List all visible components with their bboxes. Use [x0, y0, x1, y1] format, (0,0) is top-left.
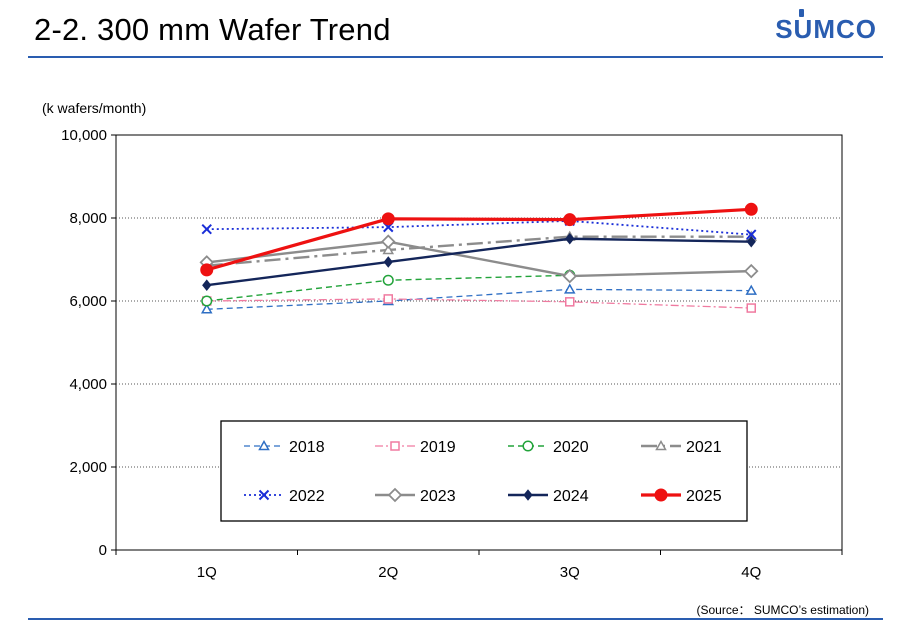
- data-point: [381, 212, 395, 226]
- legend-label: 2019: [420, 439, 456, 456]
- legend-item: 2018: [244, 439, 325, 456]
- data-point: [202, 279, 212, 292]
- data-point: [382, 243, 395, 255]
- data-point: [563, 283, 576, 294]
- data-point: [562, 268, 578, 284]
- series-2018: [200, 283, 758, 314]
- sumco-logo: SUMCO: [775, 9, 877, 44]
- data-point: [746, 303, 756, 313]
- legend-marker: [522, 440, 534, 452]
- legend-label: 2021: [686, 439, 722, 456]
- x-tick-label: 1Q: [197, 564, 217, 581]
- legend-label: 2023: [420, 488, 456, 505]
- legend-marker: [390, 441, 400, 451]
- data-point: [200, 263, 214, 277]
- header-divider: [28, 56, 883, 58]
- data-point: [744, 202, 758, 216]
- data-point: [565, 232, 575, 245]
- legend-box: [220, 420, 748, 522]
- y-tick-label: 8,000: [69, 210, 107, 227]
- legend-marker: [655, 439, 667, 451]
- legend-label: 2024: [553, 488, 589, 505]
- series-line: [206, 298, 752, 309]
- series-line: [206, 237, 752, 287]
- data-point: [201, 295, 213, 307]
- series-line: [206, 240, 752, 278]
- legend-item: 2020: [508, 439, 589, 456]
- data-point: [745, 284, 758, 295]
- y-axis-label: (k wafers/month): [42, 100, 146, 116]
- series-2019: [202, 294, 756, 313]
- y-tick-label: 0: [99, 542, 107, 559]
- legend-item: 2019: [375, 439, 456, 456]
- data-point: [565, 297, 575, 307]
- legend-item: 2021: [641, 439, 722, 456]
- series-2024: [202, 232, 756, 292]
- legend-marker: [387, 487, 403, 503]
- legend-item: 2025: [641, 488, 722, 505]
- y-tick-label: 2,000: [69, 459, 107, 476]
- legend: 2018 2019 2020 2021 2022 2023 2024 2025: [220, 420, 748, 522]
- y-tick-label: 4,000: [69, 376, 107, 393]
- data-point: [746, 235, 756, 248]
- data-point: [201, 223, 212, 235]
- y-tick-label: 6,000: [69, 293, 107, 310]
- data-point: [563, 213, 577, 227]
- data-point: [380, 234, 396, 249]
- legend-item: 2022: [244, 488, 325, 505]
- data-point: [746, 229, 757, 240]
- x-tick-label: 4Q: [741, 564, 761, 581]
- x-tick-label: 2Q: [378, 564, 398, 581]
- y-tick-label: 10,000: [61, 127, 107, 144]
- series-line: [206, 220, 752, 236]
- footer-divider: [28, 618, 883, 620]
- data-point: [382, 274, 394, 286]
- series-line: [206, 207, 752, 272]
- data-point: [743, 263, 759, 279]
- legend-item: 2024: [508, 488, 589, 505]
- legend-marker: [258, 489, 270, 501]
- data-point: [383, 294, 393, 304]
- legend-marker: [523, 489, 533, 501]
- legend-label: 2018: [289, 439, 325, 456]
- legend-label: 2022: [289, 488, 325, 505]
- x-tick-label: 3Q: [560, 564, 580, 581]
- page-title: 2-2. 300 mm Wafer Trend: [34, 12, 391, 47]
- legend-label: 2025: [686, 488, 722, 505]
- series-2025: [200, 202, 758, 277]
- data-point: [383, 256, 393, 268]
- series-2023: [199, 234, 759, 284]
- legend-item: 2023: [375, 487, 456, 505]
- legend-label: 2020: [553, 439, 589, 456]
- legend-marker: [654, 488, 668, 502]
- data-point: [200, 303, 213, 314]
- legend-marker: [258, 439, 270, 451]
- source-note: (Source： SUMCO’s estimation): [696, 603, 870, 617]
- series-line: [206, 235, 752, 267]
- series-line: [206, 288, 752, 310]
